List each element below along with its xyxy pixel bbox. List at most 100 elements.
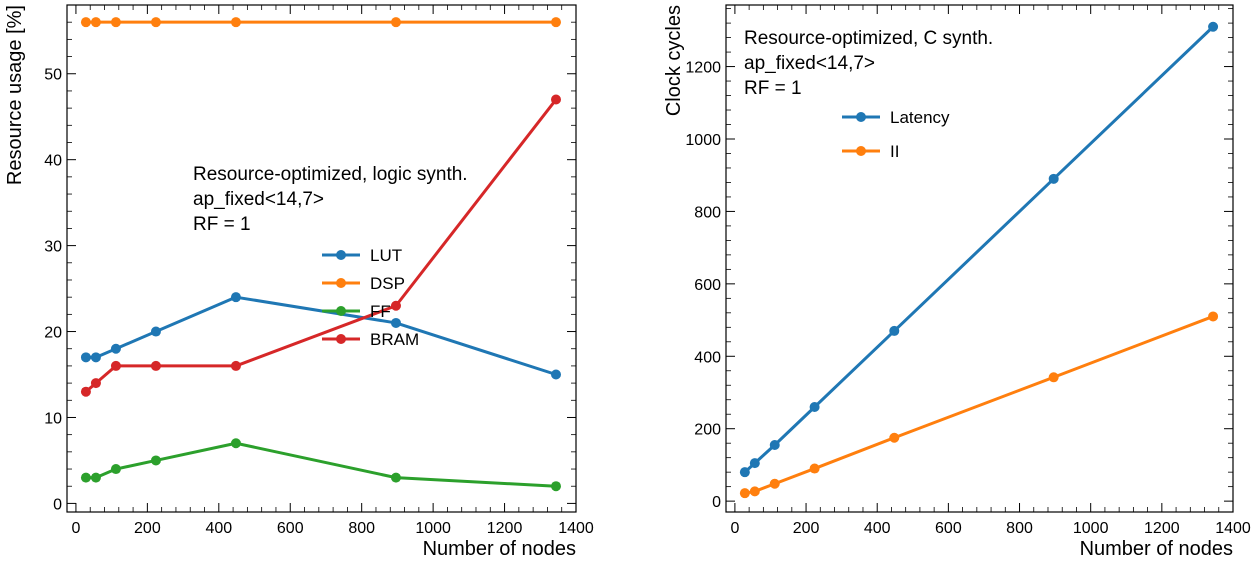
data-point-ii xyxy=(739,488,750,499)
y-tick-label: 50 xyxy=(44,67,62,84)
y-tick-label: 20 xyxy=(44,325,62,342)
x-axis-label: Number of nodes xyxy=(1080,538,1233,560)
x-tick-label: 400 xyxy=(864,520,891,537)
x-tick-label: 1200 xyxy=(1144,520,1180,537)
x-axis-label: Number of nodes xyxy=(423,538,576,560)
annotation-text: RF = 1 xyxy=(193,214,251,235)
data-point-latency xyxy=(749,458,760,469)
chart-2: 0 200 400 600 800 1000 1200 1400 0 200 400 600 800 10… xyxy=(663,4,1251,560)
data-point-ff xyxy=(110,464,121,475)
data-point-ii xyxy=(889,432,900,443)
data-point-lut xyxy=(390,317,401,328)
data-point-bram xyxy=(230,360,241,371)
y-axis-label: Resource usage [%] xyxy=(4,5,26,185)
data-point-dsp xyxy=(90,17,101,28)
data-point-ff xyxy=(150,455,161,466)
data-point-dsp xyxy=(550,17,561,28)
data-point-dsp xyxy=(110,17,121,28)
data-point-bram xyxy=(550,94,561,105)
y-tick-label: 0 xyxy=(53,496,62,513)
legend-label-ff: FF xyxy=(370,302,391,321)
y-tick-label: 40 xyxy=(44,153,62,170)
data-point-latency xyxy=(739,467,750,478)
chart-1: 0 200 400 600 800 1000 1200 1400 0 10 20 30 40 50 Numb… xyxy=(4,4,594,560)
y-axis-label: Clock cycles xyxy=(663,5,685,116)
x-tick-label: 1000 xyxy=(415,520,451,537)
data-point-ii xyxy=(1048,372,1059,383)
annotation-text: ap_fixed<14,7> xyxy=(193,189,324,210)
data-point-latency xyxy=(809,401,820,412)
x-tick-label: 600 xyxy=(277,520,304,537)
data-point-ff xyxy=(550,481,561,492)
x-tick-label: 200 xyxy=(793,520,820,537)
plot-frame xyxy=(66,4,577,513)
data-point-latency xyxy=(889,325,900,336)
legend-label-lut: LUT xyxy=(370,246,402,265)
data-point-bram xyxy=(150,360,161,371)
data-point-lut xyxy=(110,343,121,354)
data-point-ii xyxy=(1208,311,1219,322)
data-point-bram xyxy=(80,386,91,397)
data-point-ff xyxy=(390,472,401,483)
data-point-lut xyxy=(90,352,101,363)
data-point-lut xyxy=(150,326,161,337)
data-point-latency xyxy=(769,440,780,451)
legend-marker-ii xyxy=(856,146,866,156)
legend-marker-lut xyxy=(336,250,346,260)
data-point-lut xyxy=(550,369,561,380)
y-tick-label: 600 xyxy=(694,277,721,294)
data-point-dsp xyxy=(390,17,401,28)
series-line-bram xyxy=(84,98,558,393)
y-tick-label: 1000 xyxy=(685,132,721,149)
data-point-lut xyxy=(230,292,241,303)
data-point-lut xyxy=(80,352,91,363)
y-tick-label: 800 xyxy=(694,204,721,221)
data-point-bram xyxy=(390,300,401,311)
data-point-ff xyxy=(80,472,91,483)
data-point-ii xyxy=(749,486,760,497)
legend-label-latency: Latency xyxy=(890,108,950,127)
legend-label-bram: BRAM xyxy=(370,330,419,349)
data-point-latency xyxy=(1048,173,1059,184)
x-tick-label: 0 xyxy=(71,520,80,537)
y-tick-label: 200 xyxy=(694,422,721,439)
annotation-text: Resource-optimized, C synth. xyxy=(744,28,993,49)
annotation-text: ap_fixed<14,7> xyxy=(744,53,875,74)
legend-marker-dsp xyxy=(336,278,346,288)
y-tick-label: 30 xyxy=(44,239,62,256)
data-point-ff xyxy=(90,472,101,483)
data-point-latency xyxy=(1208,21,1219,32)
legend-label-ii: II xyxy=(890,142,899,161)
y-tick-label: 0 xyxy=(712,494,721,511)
x-tick-label: 200 xyxy=(134,520,161,537)
annotation-text: RF = 1 xyxy=(744,78,802,99)
annotation-text: Resource-optimized, logic synth. xyxy=(193,164,468,185)
x-tick-label: 800 xyxy=(348,520,375,537)
x-tick-label: 1400 xyxy=(558,520,594,537)
data-point-ii xyxy=(809,463,820,474)
x-tick-label: 1200 xyxy=(487,520,523,537)
legend-marker-latency xyxy=(856,112,866,122)
x-tick-label: 800 xyxy=(1006,520,1033,537)
y-tick-label: 10 xyxy=(44,410,62,427)
x-tick-label: 1400 xyxy=(1215,520,1251,537)
legend-marker-bram xyxy=(336,334,346,344)
data-point-dsp xyxy=(80,17,91,28)
y-tick-label: 1200 xyxy=(685,60,721,77)
data-point-bram xyxy=(90,378,101,389)
data-point-ii xyxy=(769,478,780,489)
data-point-dsp xyxy=(150,17,161,28)
y-tick-label: 400 xyxy=(694,349,721,366)
data-point-ff xyxy=(230,438,241,449)
data-point-bram xyxy=(110,360,121,371)
legend-label-dsp: DSP xyxy=(370,274,405,293)
data-point-dsp xyxy=(230,17,241,28)
x-tick-label: 0 xyxy=(730,520,739,537)
legend-marker-ff xyxy=(336,306,346,316)
x-tick-label: 1000 xyxy=(1073,520,1109,537)
x-tick-label: 400 xyxy=(205,520,232,537)
plot-frame xyxy=(725,4,1234,513)
x-tick-label: 600 xyxy=(935,520,962,537)
